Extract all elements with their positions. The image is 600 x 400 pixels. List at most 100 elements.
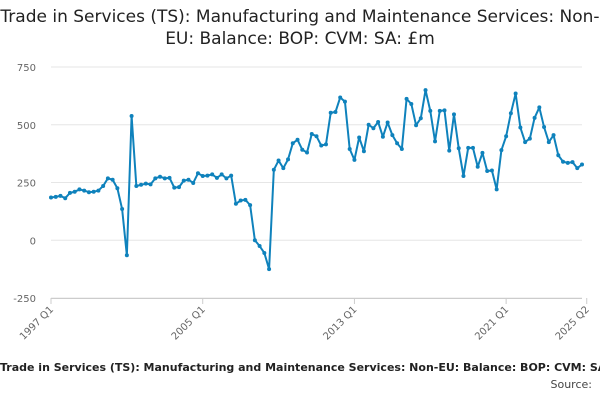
data-point[interactable]: [466, 145, 471, 150]
data-point[interactable]: [281, 166, 286, 171]
data-point[interactable]: [309, 131, 314, 136]
data-point[interactable]: [205, 173, 210, 178]
data-point[interactable]: [186, 177, 191, 182]
data-point[interactable]: [428, 108, 433, 113]
data-point[interactable]: [214, 175, 219, 180]
data-point[interactable]: [371, 126, 376, 131]
data-point[interactable]: [134, 183, 139, 188]
data-point[interactable]: [546, 140, 551, 145]
data-point[interactable]: [314, 134, 319, 139]
data-point[interactable]: [276, 158, 281, 163]
data-point[interactable]: [409, 101, 414, 106]
data-point[interactable]: [456, 146, 461, 151]
data-point[interactable]: [418, 116, 423, 121]
data-point[interactable]: [395, 141, 400, 146]
data-point[interactable]: [158, 174, 163, 179]
data-point[interactable]: [181, 178, 186, 183]
data-point[interactable]: [404, 96, 409, 101]
data-point[interactable]: [414, 123, 419, 128]
data-point[interactable]: [82, 188, 87, 193]
data-point[interactable]: [366, 122, 371, 127]
data-point[interactable]: [542, 125, 547, 130]
data-point[interactable]: [523, 140, 528, 145]
data-point[interactable]: [86, 190, 91, 195]
data-point[interactable]: [494, 187, 499, 192]
data-point[interactable]: [72, 189, 77, 194]
data-point[interactable]: [139, 182, 144, 187]
data-point[interactable]: [210, 172, 215, 177]
data-point[interactable]: [143, 181, 148, 186]
data-point[interactable]: [219, 172, 224, 177]
data-point[interactable]: [290, 141, 295, 146]
data-point[interactable]: [305, 150, 310, 155]
data-point[interactable]: [580, 162, 584, 167]
data-point[interactable]: [252, 238, 257, 243]
data-point[interactable]: [238, 198, 243, 203]
data-point[interactable]: [271, 167, 276, 172]
data-point[interactable]: [575, 166, 580, 171]
data-point[interactable]: [195, 171, 200, 176]
data-point[interactable]: [191, 180, 196, 185]
data-point[interactable]: [447, 148, 452, 153]
data-point[interactable]: [248, 203, 253, 208]
data-point[interactable]: [338, 95, 343, 100]
data-point[interactable]: [508, 111, 513, 116]
data-point[interactable]: [105, 176, 110, 181]
data-point[interactable]: [376, 119, 381, 124]
data-point[interactable]: [357, 135, 362, 140]
data-point[interactable]: [461, 174, 466, 179]
data-point[interactable]: [480, 150, 485, 155]
data-point[interactable]: [565, 160, 570, 165]
data-point[interactable]: [475, 164, 480, 169]
data-point[interactable]: [390, 133, 395, 138]
data-point[interactable]: [153, 176, 158, 181]
data-point[interactable]: [124, 253, 129, 258]
data-point[interactable]: [101, 183, 106, 188]
data-point[interactable]: [328, 110, 333, 115]
data-point[interactable]: [267, 267, 272, 272]
data-point[interactable]: [361, 149, 366, 154]
data-point[interactable]: [148, 182, 153, 187]
data-point[interactable]: [561, 159, 566, 164]
data-point[interactable]: [172, 185, 177, 190]
data-point[interactable]: [110, 177, 115, 182]
data-point[interactable]: [551, 133, 556, 138]
data-point[interactable]: [58, 193, 63, 198]
data-point[interactable]: [323, 142, 328, 147]
data-point[interactable]: [451, 112, 456, 117]
data-point[interactable]: [53, 194, 58, 199]
data-point[interactable]: [504, 134, 509, 139]
data-point[interactable]: [200, 174, 205, 179]
data-point[interactable]: [442, 108, 447, 113]
data-point[interactable]: [243, 197, 248, 202]
data-point[interactable]: [229, 173, 234, 178]
data-point[interactable]: [115, 186, 120, 191]
data-point[interactable]: [333, 110, 338, 115]
data-point[interactable]: [499, 148, 504, 153]
data-point[interactable]: [489, 168, 494, 173]
data-point[interactable]: [96, 188, 101, 193]
data-point[interactable]: [162, 176, 167, 181]
data-point[interactable]: [380, 134, 385, 139]
data-point[interactable]: [91, 189, 96, 194]
data-point[interactable]: [262, 250, 267, 255]
data-point[interactable]: [437, 108, 442, 113]
data-point[interactable]: [347, 147, 352, 151]
data-point[interactable]: [556, 153, 561, 158]
data-point[interactable]: [224, 176, 229, 181]
data-point[interactable]: [518, 125, 523, 130]
data-point[interactable]: [532, 115, 537, 120]
data-point[interactable]: [77, 187, 82, 192]
data-point[interactable]: [527, 136, 532, 141]
data-point[interactable]: [295, 137, 300, 142]
data-point[interactable]: [233, 201, 238, 206]
data-point[interactable]: [177, 185, 182, 190]
data-point[interactable]: [286, 157, 291, 162]
data-point[interactable]: [570, 160, 575, 165]
data-point[interactable]: [433, 139, 438, 144]
data-point[interactable]: [129, 113, 134, 118]
data-point[interactable]: [423, 88, 428, 93]
data-point[interactable]: [167, 175, 172, 180]
data-point[interactable]: [485, 168, 490, 173]
data-point[interactable]: [120, 207, 125, 212]
